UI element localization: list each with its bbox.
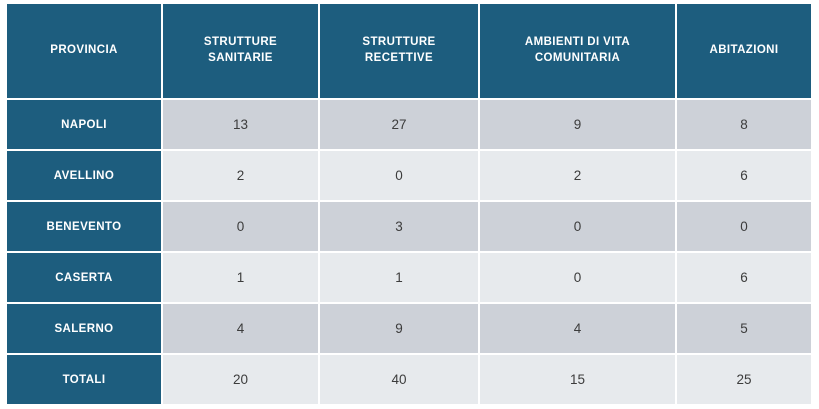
value-cell: 13 (163, 100, 318, 149)
value-cell: 2 (480, 151, 675, 200)
value-cell: 8 (677, 100, 811, 149)
value-cell: 0 (320, 151, 478, 200)
row-header-salerno: SALERNO (7, 304, 161, 353)
row-header-napoli: NAPOLI (7, 100, 161, 149)
row-header-benevento: BENEVENTO (7, 202, 161, 251)
value-cell: 0 (677, 202, 811, 251)
column-header-strutture-recettive: STRUTTURE RECETTIVE (320, 4, 478, 98)
value-cell: 27 (320, 100, 478, 149)
value-cell: 0 (480, 202, 675, 251)
value-cell: 0 (163, 202, 318, 251)
provinces-statistics-table: PROVINCIA STRUTTURE SANITARIE STRUTTURE … (7, 4, 811, 404)
column-header-strutture-sanitarie: STRUTTURE SANITARIE (163, 4, 318, 98)
value-cell: 5 (677, 304, 811, 353)
column-header-provincia: PROVINCIA (7, 4, 161, 98)
value-cell: 1 (163, 253, 318, 302)
value-cell: 3 (320, 202, 478, 251)
value-cell: 9 (480, 100, 675, 149)
row-header-totali: TOTALI (7, 355, 161, 404)
value-cell: 1 (320, 253, 478, 302)
value-cell: 40 (320, 355, 478, 404)
column-header-ambienti-di-vita: AMBIENTI DI VITA COMUNITARIA (480, 4, 675, 98)
value-cell: 20 (163, 355, 318, 404)
value-cell: 9 (320, 304, 478, 353)
value-cell: 0 (480, 253, 675, 302)
value-cell: 4 (163, 304, 318, 353)
value-cell: 4 (480, 304, 675, 353)
column-header-abitazioni: ABITAZIONI (677, 4, 811, 98)
row-header-avellino: AVELLINO (7, 151, 161, 200)
row-header-caserta: CASERTA (7, 253, 161, 302)
value-cell: 6 (677, 151, 811, 200)
value-cell: 6 (677, 253, 811, 302)
value-cell: 15 (480, 355, 675, 404)
value-cell: 2 (163, 151, 318, 200)
value-cell: 25 (677, 355, 811, 404)
